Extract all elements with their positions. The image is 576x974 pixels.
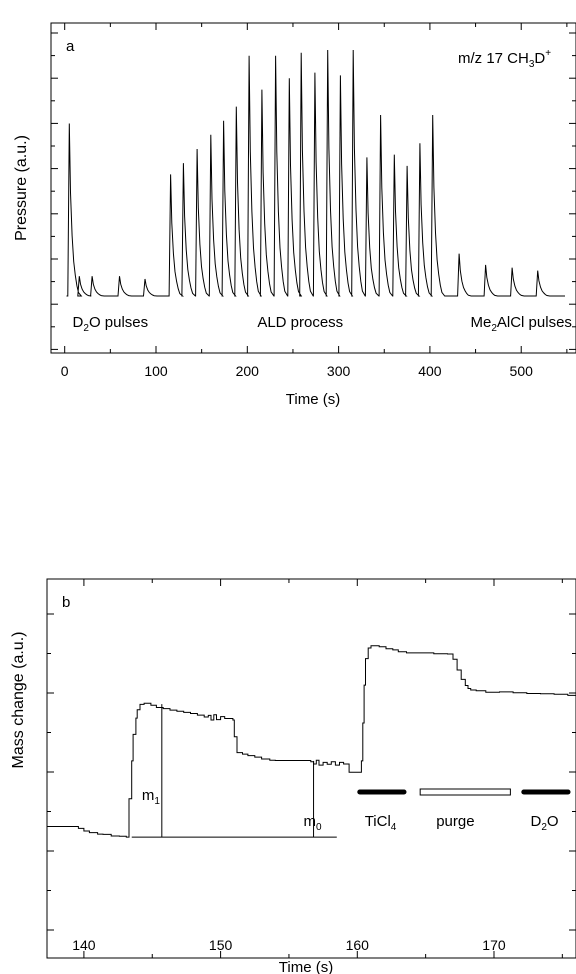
x-tick-label: 300 (327, 363, 351, 379)
panel-b-y-axis-label: Mass change (a.u.) (10, 632, 27, 769)
x-tick-label: 100 (144, 363, 168, 379)
panel-b-x-ticks: 140 150 160 170 (72, 579, 563, 958)
x-tick-label: 0 (61, 363, 69, 379)
mass-marker-label: m0 (304, 813, 323, 833)
region-label: Me2AlCl pulses (470, 314, 571, 334)
panel-b-pulse-sequence: TiCl4purgeD2Opurge (357, 788, 576, 833)
panel-a-frame (50, 22, 576, 354)
pulse-bar-open (419, 788, 511, 796)
panel-b-x-axis-label: Time (s) (279, 959, 333, 974)
x-tick-label: 150 (209, 937, 233, 953)
panel-a-annotation: m/z 17 CH3D+ (458, 48, 551, 70)
panel-b-mass-trace (47, 645, 576, 838)
panel-b-frame (46, 578, 576, 959)
mass-marker-label: m1 (142, 787, 161, 807)
panel-a-x-axis-label: Time (s) (286, 391, 340, 408)
panel-a-y-axis-label: Pressure (a.u.) (13, 135, 30, 241)
pulse-bar-filled (357, 789, 407, 795)
panel-a-y-ticks (51, 32, 576, 350)
pulse-label: purge (436, 813, 474, 830)
panel-a-label: a (66, 38, 75, 55)
x-tick-label: 160 (346, 937, 370, 953)
x-tick-label: 500 (510, 363, 534, 379)
x-tick-label: 200 (236, 363, 260, 379)
panel-a-pressure-trace (66, 49, 565, 297)
pulse-bar-filled (521, 789, 571, 795)
pulse-label: D2O (531, 813, 559, 833)
pulse-label: TiCl4 (365, 813, 397, 833)
region-label: D2O pulses (73, 314, 149, 334)
panel-a-chart: a m/z 17 CH3D+ 0 100 200 300 400 500 D2O puls… (13, 22, 576, 408)
panel-b-mass-annotations: m1 m0 (131, 704, 337, 838)
panel-b-y-ticks (47, 613, 576, 931)
x-tick-label: 140 (72, 937, 96, 953)
x-tick-label: 400 (418, 363, 442, 379)
panel-a-region-labels: D2O pulses ALD process Me2AlCl pulses (73, 314, 572, 334)
panel-b-label: b (62, 594, 70, 611)
x-tick-label: 170 (482, 937, 506, 953)
region-label: ALD process (257, 314, 343, 331)
panel-a-x-ticks: 0 100 200 300 400 500 (61, 23, 568, 379)
